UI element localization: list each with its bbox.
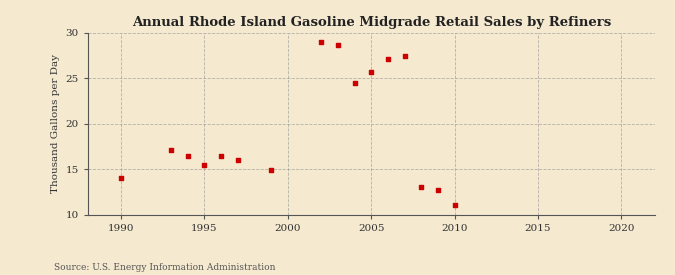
Text: Source: U.S. Energy Information Administration: Source: U.S. Energy Information Administ…	[54, 263, 275, 272]
Point	[115, 176, 126, 180]
Point	[416, 185, 427, 189]
Point	[166, 148, 177, 152]
Point	[232, 158, 243, 162]
Y-axis label: Thousand Gallons per Day: Thousand Gallons per Day	[51, 54, 60, 193]
Point	[182, 153, 193, 158]
Point	[266, 168, 277, 172]
Point	[316, 40, 327, 44]
Point	[433, 188, 443, 192]
Title: Annual Rhode Island Gasoline Midgrade Retail Sales by Refiners: Annual Rhode Island Gasoline Midgrade Re…	[132, 16, 611, 29]
Point	[450, 202, 460, 207]
Point	[349, 81, 360, 85]
Point	[216, 153, 227, 158]
Point	[366, 70, 377, 74]
Point	[199, 162, 210, 167]
Point	[383, 57, 394, 62]
Point	[333, 43, 344, 47]
Point	[399, 53, 410, 58]
